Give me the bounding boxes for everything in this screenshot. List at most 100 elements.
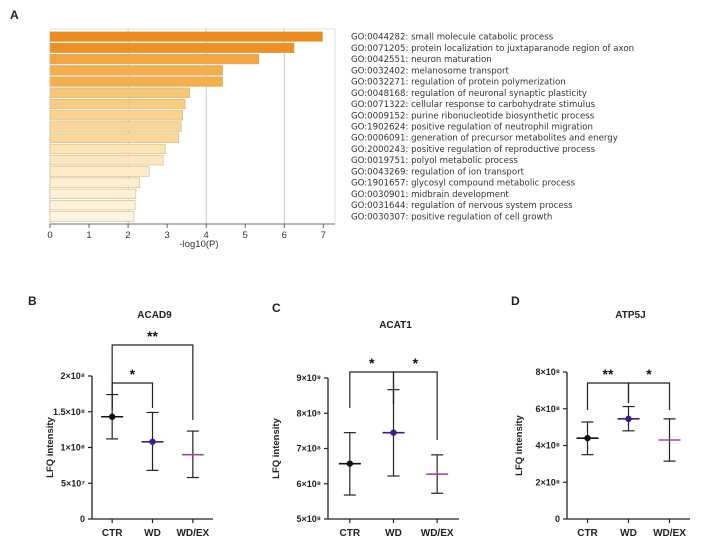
bar xyxy=(49,155,164,166)
y-tick-label: 2×10⁸ xyxy=(60,371,85,381)
bar xyxy=(49,31,323,42)
category-label: GO:0042551: neuron maturation xyxy=(351,55,492,65)
y-tick-label: 6×10⁸ xyxy=(296,479,321,489)
x-tick-label: 0 xyxy=(47,230,52,241)
x-tick-label: 3 xyxy=(164,230,169,241)
x-tick-label: 1 xyxy=(86,230,91,241)
significance-label: * xyxy=(369,355,375,371)
y-tick-label: 8×10⁸ xyxy=(535,367,560,377)
bar xyxy=(49,110,183,121)
significance-bracket xyxy=(627,382,671,410)
y-tick-label: 1×10⁸ xyxy=(60,443,85,453)
y-axis-title: LFQ intensity xyxy=(514,414,525,475)
x-tick-label: 7 xyxy=(321,230,326,241)
significance-label: * xyxy=(130,366,136,382)
bar xyxy=(49,177,141,188)
panel-label: C xyxy=(272,301,281,315)
significance-bracket xyxy=(111,344,194,420)
panel-label: D xyxy=(511,294,520,308)
category-label: WD/EX xyxy=(176,528,209,539)
x-tick-label: 2 xyxy=(125,230,130,241)
y-tick-label: 7×10⁸ xyxy=(296,444,321,454)
x-tick-label: 5 xyxy=(243,230,248,241)
acad9-chart: ACAD9 0 5×10⁷ 1×10⁸ 1.5×10⁸ 2×10⁸ LFQ intensit… xyxy=(45,310,213,539)
y-tick-label: 8×10⁸ xyxy=(296,408,321,418)
mean-point xyxy=(149,438,156,445)
bar xyxy=(49,188,137,199)
category-label: GO:1901657: glycosyl compound metabolic … xyxy=(351,179,576,189)
x-tick-label: 4 xyxy=(204,230,209,241)
significance-label: * xyxy=(646,366,652,382)
significance-bracket xyxy=(111,382,154,410)
category-label: CTR xyxy=(577,528,598,539)
category-label: GO:0030307: positive regulation of cell … xyxy=(351,212,552,222)
x-tick-label: 6 xyxy=(282,230,287,241)
bar xyxy=(49,65,223,76)
y-tick-label: 2×10⁸ xyxy=(535,477,560,487)
bar xyxy=(49,132,180,143)
category-label: GO:0048168: regulation of neuronal synap… xyxy=(351,89,587,99)
y-tick-label: 5×10⁷ xyxy=(61,478,85,488)
category-label: GO:0030901: midbrain development xyxy=(351,190,509,200)
bar xyxy=(49,166,150,177)
category-label: GO:0043269: regulation of ion transport xyxy=(351,167,525,177)
category-label: GO:0009152: purine ribonucleotide biosyn… xyxy=(351,111,595,121)
significance-label: ** xyxy=(147,328,158,344)
acat1-chart: ACAT1 5×10⁸ 6×10⁸ 7×10⁸ 8×10⁸ 9×10⁸ LFQ intens… xyxy=(271,320,459,539)
bar xyxy=(49,211,135,222)
bar xyxy=(49,87,191,98)
bar xyxy=(49,143,166,155)
go-enrichment-bar-chart: GO:0044282: small molecule catabolic pro… xyxy=(47,28,634,250)
category-label: WD xyxy=(385,528,402,539)
category-label: GO:0032271: regulation of protein polyme… xyxy=(351,78,566,88)
category-label: GO:0071322: cellular response to carbohy… xyxy=(351,100,596,110)
chart-title: ATP5J xyxy=(615,310,645,321)
panel-label: A xyxy=(10,8,19,22)
mean-point xyxy=(584,434,591,442)
mean-point xyxy=(346,460,354,467)
mean-point xyxy=(390,429,397,436)
bar xyxy=(49,76,223,87)
category-label: WD xyxy=(144,528,161,539)
category-label: WD/EX xyxy=(421,528,454,539)
category-label: GO:0032402: melanosome transport xyxy=(351,66,510,76)
bar xyxy=(49,54,260,65)
category-label: WD/EX xyxy=(653,528,686,539)
category-label: GO:1902624: positive regulation of neutr… xyxy=(351,123,593,133)
y-tick-label: 4×10⁸ xyxy=(535,441,560,451)
bar xyxy=(49,42,295,53)
y-tick-label: 1.5×10⁸ xyxy=(53,407,85,417)
category-label: CTR xyxy=(340,528,361,539)
y-tick-label: 0 xyxy=(80,514,85,524)
mean-point xyxy=(625,415,632,423)
x-axis-title: -log10(P) xyxy=(179,239,218,250)
significance-bracket xyxy=(586,382,630,410)
significance-label: * xyxy=(413,355,419,371)
mean-point xyxy=(108,413,116,420)
atp5j-chart: ATP5J 0 2×10⁸ 4×10⁸ 6×10⁸ 8×10⁸ LFQ intensity C… xyxy=(514,310,690,539)
chart-title: ACAT1 xyxy=(379,320,412,331)
category-label: GO:2000243: positive regulation of repro… xyxy=(351,145,596,155)
category-label: GO:0044282: small molecule catabolic pro… xyxy=(351,33,554,43)
y-tick-label: 5×10⁸ xyxy=(296,514,321,524)
category-label: WD xyxy=(620,528,637,539)
category-label: GO:0019751: polyol metabolic process xyxy=(351,156,518,166)
y-tick-label: 9×10⁸ xyxy=(296,373,321,383)
y-tick-label: 0 xyxy=(555,514,560,524)
category-label: CTR xyxy=(102,528,123,539)
significance-bracket xyxy=(392,371,438,440)
significance-label: ** xyxy=(603,366,614,382)
panel-label: B xyxy=(28,294,37,308)
category-label: GO:0031644: regulation of nervous system… xyxy=(351,201,573,211)
y-axis-title: LFQ intensity xyxy=(271,417,282,478)
bar xyxy=(49,200,136,211)
y-axis-title: LFQ intensity xyxy=(45,416,56,477)
significance-bracket xyxy=(349,371,395,408)
bar xyxy=(49,121,182,132)
chart-title: ACAD9 xyxy=(137,310,172,321)
y-tick-label: 6×10⁸ xyxy=(535,404,560,414)
category-label: GO:0006091: generation of precursor meta… xyxy=(351,134,618,144)
bar xyxy=(49,98,186,110)
category-label: GO:0071205: protein localization to juxt… xyxy=(351,44,634,54)
